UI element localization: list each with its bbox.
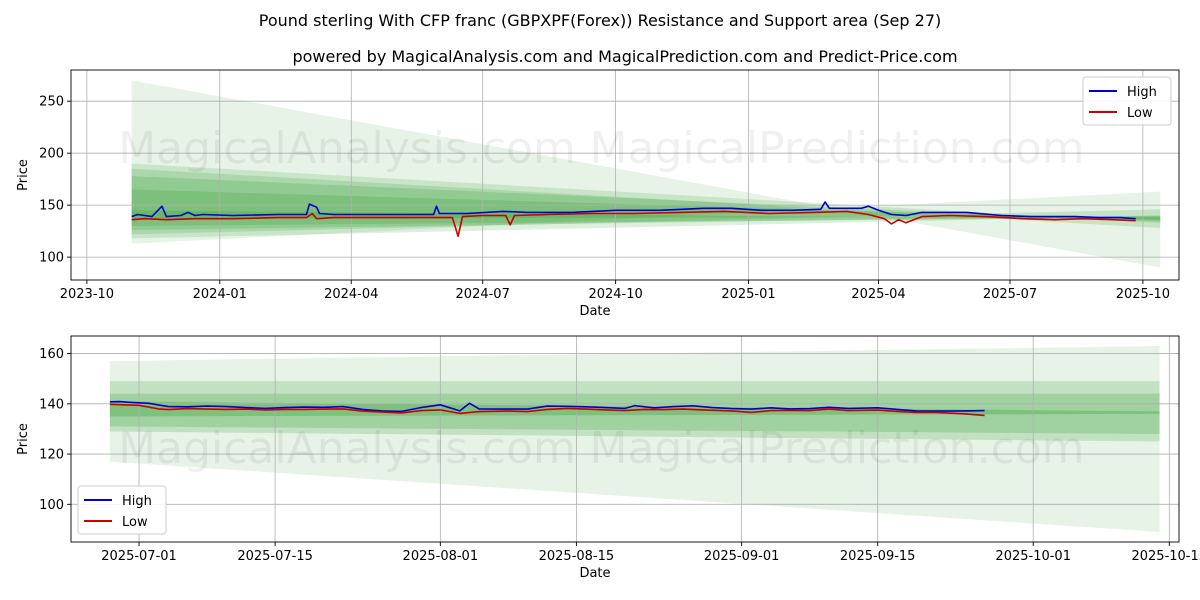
y-axis-label: Price bbox=[16, 159, 31, 191]
plot-area bbox=[71, 70, 1179, 280]
series-line-high bbox=[131, 201, 1136, 220]
y-tick-label: 200 bbox=[39, 147, 64, 162]
x-tick-label: 2024-07 bbox=[456, 287, 510, 302]
y-axis-label: Price bbox=[16, 423, 31, 455]
x-tick-label: 2024-01 bbox=[193, 287, 247, 302]
x-tick-label: 2025-01 bbox=[721, 287, 775, 302]
x-tick-label: 2025-08-01 bbox=[403, 549, 479, 564]
x-tick-label: 2025-07-15 bbox=[237, 549, 313, 564]
legend-label-high: High bbox=[122, 494, 152, 509]
y-tick-label: 250 bbox=[39, 95, 64, 110]
x-tick-label: 2025-09-01 bbox=[704, 549, 780, 564]
legend: High Low bbox=[77, 485, 167, 535]
y-tick-label: 100 bbox=[39, 498, 64, 513]
watermark: MagicalAnalysis.com bbox=[118, 423, 576, 474]
watermark: MagicalAnalysis.com bbox=[118, 273, 576, 324]
x-tick-label: 2023-10 bbox=[60, 287, 114, 302]
band-0 bbox=[109, 346, 1160, 532]
x-axis-label: Date bbox=[579, 566, 610, 581]
x-tick-label: 2025-10-15 bbox=[1131, 549, 1200, 564]
legend-label-low: Low bbox=[1127, 106, 1153, 121]
x-tick-label: 2025-07-01 bbox=[101, 549, 177, 564]
chart-subtitle: powered by MagicalAnalysis.com and Magic… bbox=[292, 47, 957, 66]
axes-frame bbox=[70, 69, 1180, 281]
x-axis-label: Date bbox=[579, 304, 610, 319]
y-tick-label: 100 bbox=[39, 251, 64, 266]
series-line-low bbox=[131, 210, 1136, 238]
legend-label-high: High bbox=[1127, 85, 1157, 100]
band-3 bbox=[109, 401, 1160, 417]
legend-label-low: Low bbox=[122, 515, 148, 530]
bottom-panel: MagicalAnalysis.com MagicalPrediction.com… bbox=[16, 335, 1200, 581]
watermark: MagicalPrediction.com bbox=[590, 123, 1085, 174]
x-tick-label: 2025-10 bbox=[1116, 287, 1170, 302]
top-panel: MagicalAnalysis.com MagicalPrediction.com… bbox=[16, 69, 1180, 324]
x-tick-label: 2025-08-15 bbox=[539, 549, 615, 564]
watermark: MagicalPrediction.com bbox=[590, 273, 1085, 324]
band-1 bbox=[131, 163, 1161, 239]
x-tick-label: 2024-04 bbox=[324, 287, 378, 302]
x-tick-label: 2025-10-01 bbox=[995, 549, 1071, 564]
band-3 bbox=[131, 176, 1161, 231]
watermark: MagicalPrediction.com bbox=[590, 423, 1085, 474]
chart-title: Pound sterling With CFP franc (GBPXPF(Fo… bbox=[259, 11, 942, 30]
plot-area bbox=[71, 336, 1179, 542]
x-tick-label: 2025-04 bbox=[851, 287, 905, 302]
axes-frame bbox=[70, 335, 1180, 543]
x-tick-label: 2024-10 bbox=[588, 287, 642, 302]
watermark: MagicalAnalysis.com bbox=[118, 123, 576, 174]
y-tick-label: 120 bbox=[39, 448, 64, 463]
band-1 bbox=[109, 381, 1160, 442]
x-tick-label: 2025-09-15 bbox=[840, 549, 916, 564]
y-tick-label: 160 bbox=[39, 347, 64, 362]
series-line-high bbox=[109, 400, 985, 413]
series-line-low bbox=[109, 403, 985, 417]
y-tick-label: 140 bbox=[39, 397, 64, 412]
x-tick-label: 2025-07 bbox=[983, 287, 1037, 302]
legend: High Low bbox=[1082, 76, 1172, 126]
y-tick-label: 150 bbox=[39, 199, 64, 214]
